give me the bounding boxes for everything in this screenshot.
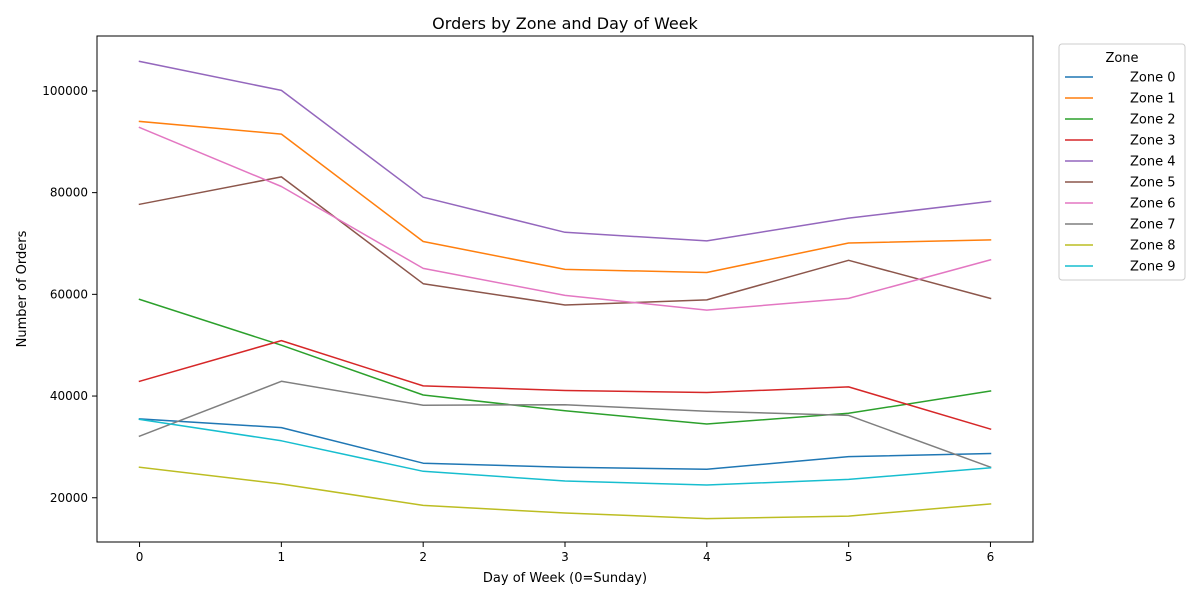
y-axis: 20000 40000 60000 80000 100000 [42,84,97,505]
x-tick-label: 6 [987,550,995,564]
legend-label-zone-3: Zone 3 [1130,134,1176,149]
y-tick-label: 60000 [50,287,88,301]
x-tick-label: 3 [561,550,569,564]
legend-label-zone-7: Zone 7 [1130,218,1176,233]
series-line-zone-3 [138,339,992,431]
legend-items: Zone 0 Zone 1 Zone 2 Zone 3 Zone 4 Zone 5 Zone… [1065,71,1176,275]
legend-label-zone-8: Zone 8 [1130,239,1176,254]
y-tick-label: 80000 [50,186,88,200]
legend-label-zone-2: Zone 2 [1130,113,1176,128]
legend-title: Zone [1105,51,1138,66]
legend-label-zone-6: Zone 6 [1130,197,1176,212]
series-line-zone-8 [138,466,992,520]
series-line-zone-0 [138,418,992,471]
y-axis-label: Number of Orders [15,230,30,347]
x-tick-label: 2 [419,550,427,564]
y-tick-label: 100000 [42,84,88,98]
x-tick-label: 1 [278,550,286,564]
series-line-zone-7 [138,380,992,469]
series-line-zone-2 [138,298,992,425]
legend-label-zone-1: Zone 1 [1130,92,1176,107]
x-tick-label: 5 [845,550,853,564]
y-tick-label: 40000 [50,389,88,403]
legend-label-zone-0: Zone 0 [1130,71,1176,86]
legend-label-zone-4: Zone 4 [1130,155,1176,170]
x-axis-label: Day of Week (0=Sunday) [483,571,647,586]
series-line-zone-9 [138,418,992,486]
series-layer [138,60,992,520]
x-axis: 0 1 2 3 4 5 6 [136,542,995,564]
legend-label-zone-5: Zone 5 [1130,176,1176,191]
y-tick-label: 20000 [50,491,88,505]
legend-label-zone-9: Zone 9 [1130,260,1176,275]
x-tick-label: 0 [136,550,144,564]
series-line-zone-4 [138,60,992,242]
legend-box [1058,43,1186,281]
series-line-zone-1 [138,120,992,274]
series-line-zone-5 [138,176,992,306]
chart-title: Orders by Zone and Day of Week [432,14,698,33]
x-tick-label: 4 [703,550,711,564]
series-line-zone-6 [138,126,992,311]
